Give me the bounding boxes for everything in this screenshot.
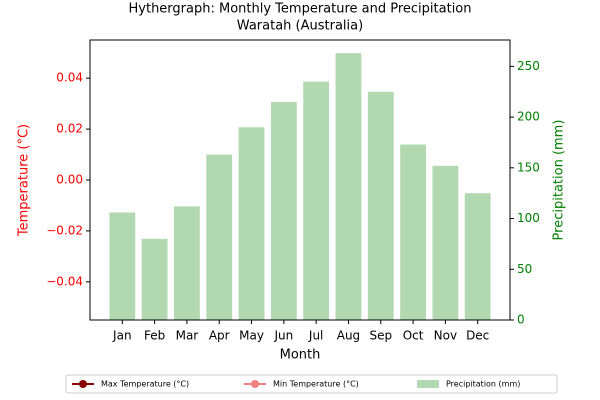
bar <box>303 81 330 320</box>
x-tick-label: Sep <box>369 329 392 343</box>
legend-marker <box>251 380 259 388</box>
x-tick-label: Aug <box>337 329 360 343</box>
legend-marker <box>79 380 87 388</box>
y2-tick-label: 150 <box>517 160 540 174</box>
x-tick-label: Oct <box>403 329 424 343</box>
y-tick-label: 0.02 <box>56 122 83 136</box>
y-axis-label: Temperature (°C) <box>17 124 32 237</box>
chart-subtitle: Waratah (Australia) <box>237 19 363 34</box>
x-tick-label: Nov <box>434 329 457 343</box>
y-tick-label: 0.04 <box>56 71 83 85</box>
chart-title: Hythergraph: Monthly Temperature and Pre… <box>129 2 472 17</box>
legend-label: Max Temperature (°C) <box>101 380 189 389</box>
x-tick-label: May <box>239 329 264 343</box>
bar <box>238 127 265 321</box>
x-tick-label: Dec <box>466 329 489 343</box>
y-tick-label: −0.04 <box>46 274 83 288</box>
bar <box>432 165 459 320</box>
legend-label: Precipitation (mm) <box>446 380 520 389</box>
x-tick-label: Apr <box>209 329 230 343</box>
y-tick-label: −0.02 <box>46 223 83 237</box>
x-tick-label: Jul <box>308 329 323 343</box>
legend-box <box>65 374 558 394</box>
y-tick-label: 0.00 <box>56 173 83 187</box>
bar <box>270 101 297 320</box>
legend-swatch <box>417 380 439 388</box>
y2-tick-label: 50 <box>517 262 532 276</box>
x-tick-label: Feb <box>144 329 165 343</box>
bar <box>174 206 200 320</box>
y2-axis-label: Precipitation (mm) <box>552 120 567 241</box>
bar <box>400 144 426 320</box>
bar <box>206 154 233 320</box>
x-tick-label: Jun <box>273 329 293 343</box>
y2-tick-label: 100 <box>517 211 540 225</box>
y2-tick-label: 0 <box>517 313 525 327</box>
x-tick-label: Jan <box>112 329 132 343</box>
bar <box>367 91 394 320</box>
x-axis-label: Month <box>280 348 321 363</box>
bar <box>335 53 362 320</box>
legend-label: Min Temperature (°C) <box>273 380 359 389</box>
y2-tick-label: 250 <box>517 59 540 73</box>
bar <box>109 212 136 320</box>
bar <box>141 238 168 320</box>
y2-tick-label: 200 <box>517 110 540 124</box>
bar <box>464 193 491 320</box>
x-tick-label: Mar <box>176 329 199 343</box>
